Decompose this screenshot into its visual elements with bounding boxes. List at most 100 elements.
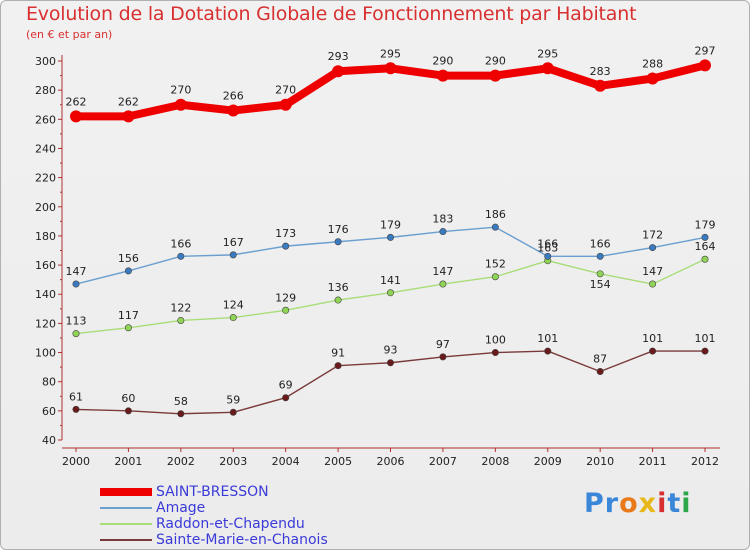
legend-swatch [100, 488, 152, 496]
x-tick-label: 2003 [219, 455, 247, 468]
data-point [122, 110, 135, 123]
x-tick-label: 2007 [429, 455, 457, 468]
data-label: 101 [642, 332, 663, 345]
x-tick-label: 2002 [167, 455, 195, 468]
x-tick-label: 2001 [114, 455, 142, 468]
data-label: 101 [695, 332, 716, 345]
data-point [174, 98, 187, 111]
data-label: 154 [590, 278, 611, 291]
y-tick-label: 120 [35, 317, 56, 330]
data-point [594, 79, 607, 92]
data-point [177, 252, 185, 260]
data-label: 136 [328, 281, 349, 294]
data-label: 147 [432, 265, 453, 278]
data-label: 60 [121, 392, 135, 405]
data-point [491, 223, 499, 231]
legend-label: Sainte-Marie-en-Chanois [156, 532, 328, 548]
data-label: 147 [66, 265, 87, 278]
data-point [596, 367, 604, 375]
data-label: 163 [537, 242, 558, 255]
data-label: 69 [279, 379, 293, 392]
data-label: 288 [642, 57, 663, 70]
legend-label: Raddon-et-Chapendu [156, 516, 305, 532]
data-point [229, 408, 237, 416]
data-label: 141 [380, 274, 401, 287]
legend-label: Amage [156, 500, 206, 516]
data-point [124, 324, 132, 332]
data-label: 173 [275, 227, 296, 240]
data-point [649, 347, 657, 355]
data-label: 122 [170, 301, 191, 314]
data-point [491, 273, 499, 281]
y-tick-label: 300 [35, 55, 56, 68]
data-label: 262 [66, 95, 87, 108]
data-label: 87 [593, 352, 607, 365]
data-label: 295 [537, 47, 558, 60]
data-point [386, 233, 394, 241]
x-tick-label: 2008 [481, 455, 509, 468]
y-tick-label: 220 [35, 172, 56, 185]
data-point [386, 359, 394, 367]
data-point [384, 62, 397, 75]
data-label: 270 [275, 84, 296, 97]
data-label: 117 [118, 309, 139, 322]
data-label: 147 [642, 265, 663, 278]
y-tick-label: 160 [35, 259, 56, 272]
data-label: 164 [695, 240, 716, 253]
y-tick-label: 60 [42, 405, 56, 418]
data-point [177, 410, 185, 418]
data-point [596, 252, 604, 260]
y-tick-label: 280 [35, 84, 56, 97]
data-label: 172 [642, 229, 663, 242]
data-point [701, 233, 709, 241]
data-label: 179 [380, 218, 401, 231]
x-tick-label: 2009 [534, 455, 562, 468]
data-point [124, 407, 132, 415]
series-line-2 [75, 258, 706, 335]
data-point [386, 289, 394, 297]
data-point [596, 270, 604, 278]
data-point [649, 244, 657, 252]
data-point [279, 98, 292, 111]
data-point [282, 394, 290, 402]
x-tick-label: 2005 [324, 455, 352, 468]
chart-title: Evolution de la Dotation Globale de Fonc… [26, 3, 637, 25]
x-tick-label: 2010 [586, 455, 614, 468]
proxiti-logo: Proxiti [584, 488, 692, 519]
data-point [544, 252, 552, 260]
data-label: 100 [485, 334, 506, 347]
data-point [701, 255, 709, 263]
data-label: 290 [432, 55, 453, 68]
data-point [491, 349, 499, 357]
data-label: 179 [695, 218, 716, 231]
legend-swatch [100, 507, 152, 509]
y-tick-label: 240 [35, 142, 56, 155]
data-point [439, 228, 447, 236]
data-point [489, 69, 502, 82]
data-label: 101 [537, 332, 558, 345]
data-point [436, 69, 449, 82]
data-label: 166 [590, 237, 611, 250]
data-label: 91 [331, 347, 345, 360]
data-label: 176 [328, 223, 349, 236]
data-point [646, 72, 659, 85]
data-label: 166 [170, 237, 191, 250]
data-point [72, 280, 80, 288]
data-label: 262 [118, 95, 139, 108]
data-label: 93 [384, 344, 398, 357]
data-label: 129 [275, 291, 296, 304]
data-point [177, 316, 185, 324]
data-point [544, 347, 552, 355]
data-label: 152 [485, 258, 506, 271]
data-point [227, 104, 240, 117]
y-tick-label: 80 [42, 376, 56, 389]
chart-subtitle: (en € et par an) [26, 28, 113, 41]
data-label: 293 [328, 50, 349, 63]
data-label: 58 [174, 395, 188, 408]
y-tick-label: 200 [35, 201, 56, 214]
legend-swatch [100, 539, 152, 541]
line-chart: 40 60 80 100 120 140 160 180 200 220 240 260 280 300 2… [35, 44, 720, 468]
data-label: 183 [432, 213, 453, 226]
data-label: 59 [226, 393, 240, 406]
